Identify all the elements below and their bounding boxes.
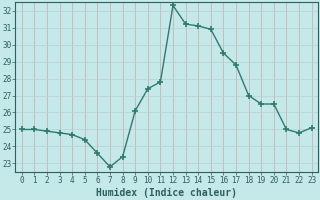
X-axis label: Humidex (Indice chaleur): Humidex (Indice chaleur) xyxy=(96,188,237,198)
